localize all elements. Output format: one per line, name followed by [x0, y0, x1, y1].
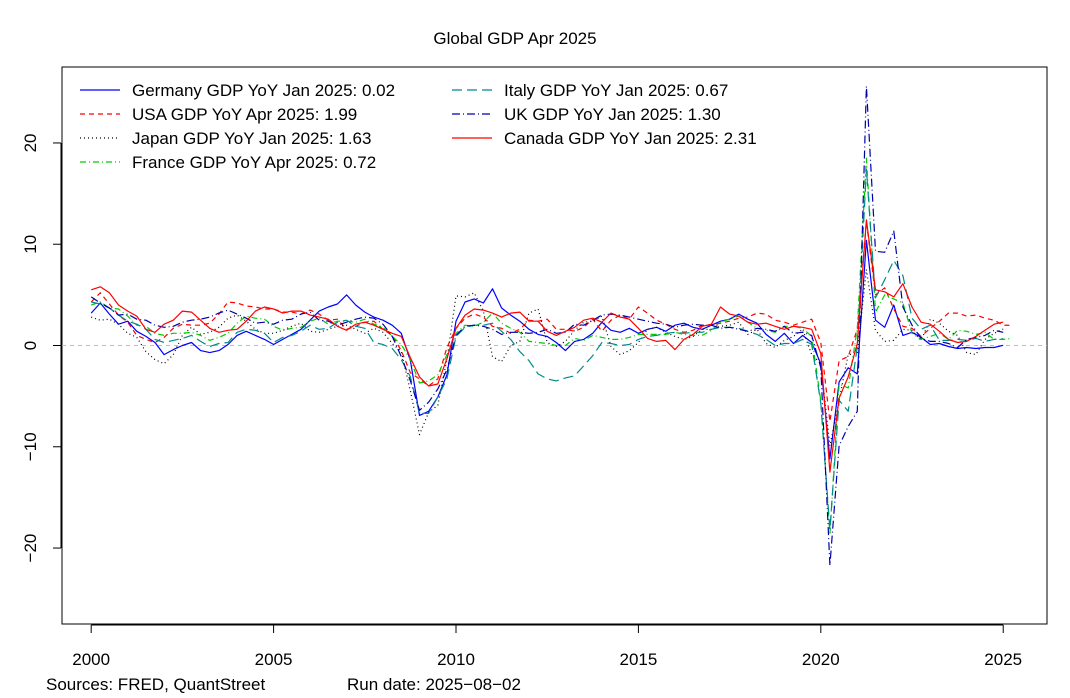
- legend-label-0: Germany GDP YoY Jan 2025: 0.02: [132, 81, 395, 100]
- legend-label-4: Italy GDP YoY Jan 2025: 0.67: [504, 81, 728, 100]
- chart-title: Global GDP Apr 2025: [433, 29, 596, 48]
- legend-label-5: UK GDP YoY Jan 2025: 1.30: [504, 105, 721, 124]
- y-tick-label--10: −10: [21, 432, 40, 461]
- legend-label-1: USA GDP YoY Apr 2025: 1.99: [132, 105, 357, 124]
- series-line-4: [91, 168, 1004, 531]
- x-tick-label-2010: 2010: [437, 650, 475, 669]
- y-tick-label-10: 10: [21, 235, 40, 254]
- legend-label-3: France GDP YoY Apr 2025: 0.72: [132, 153, 376, 172]
- footer-sources: Sources: FRED, QuantStreet: [46, 675, 265, 694]
- footer-run-date: Run date: 2025−08−02: [347, 675, 521, 694]
- x-tick-label-2025: 2025: [984, 650, 1022, 669]
- y-tick-label--20: −20: [21, 534, 40, 563]
- y-tick-label-20: 20: [21, 133, 40, 152]
- x-tick-label-2000: 2000: [72, 650, 110, 669]
- series-line-6: [91, 219, 1004, 473]
- series-line-5: [90, 85, 1004, 566]
- legend-label-6: Canada GDP YoY Jan 2025: 2.31: [504, 129, 757, 148]
- legend-label-2: Japan GDP YoY Jan 2025: 1.63: [132, 129, 371, 148]
- x-tick-label-2015: 2015: [619, 650, 657, 669]
- x-tick-label-2020: 2020: [802, 650, 840, 669]
- y-tick-label-0: 0: [21, 341, 40, 350]
- x-tick-label-2005: 2005: [255, 650, 293, 669]
